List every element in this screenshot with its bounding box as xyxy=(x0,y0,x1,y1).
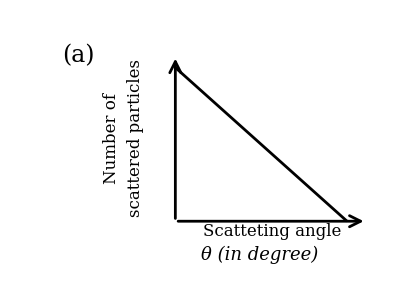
Text: θ (in degree): θ (in degree) xyxy=(201,246,318,264)
Text: Number of
scattered particles: Number of scattered particles xyxy=(103,60,144,217)
Text: (a): (a) xyxy=(62,44,94,67)
Text: Scatteting angle: Scatteting angle xyxy=(203,223,342,240)
